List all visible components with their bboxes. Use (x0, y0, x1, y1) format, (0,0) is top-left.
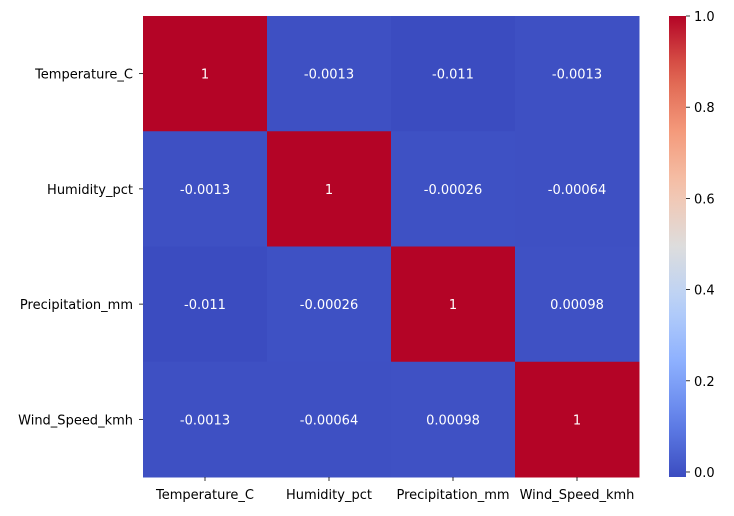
x-tick-label: Wind_Speed_kmh (520, 488, 635, 503)
cell-annotation: -0.011 (432, 68, 474, 83)
heatmap-cell (391, 16, 516, 132)
cell-annotations: 1 -0.0013 -0.011 -0.0013 -0.0013 1 -0.00026 -0.… (180, 68, 606, 429)
cell-annotation: -0.011 (184, 298, 226, 313)
x-tick-labels: Temperature_C Humidity_pct Precipitation_m… (155, 477, 634, 503)
heatmap-cell (267, 16, 392, 132)
cell-annotation: -0.0013 (304, 68, 354, 83)
heatmap-cell (267, 131, 392, 247)
heatmap-cell (515, 16, 640, 132)
heatmap-cell (391, 246, 516, 363)
colorbar-tick-label: 1.0 (694, 10, 715, 25)
cell-annotation: -0.0013 (552, 68, 602, 83)
cell-annotation: 1 (449, 298, 457, 313)
cell-annotation: 0.00098 (426, 413, 480, 428)
x-tick-label: Precipitation_mm (396, 488, 509, 503)
colorbar-tick-label: 0.0 (694, 466, 715, 481)
y-tick-labels: Temperature_C Humidity_pct Precipitation_m… (18, 68, 143, 428)
heatmap-cell (515, 246, 640, 363)
heatmap-cell (143, 246, 268, 363)
y-tick-label: Humidity_pct (47, 183, 133, 198)
cell-annotation: -0.0013 (180, 183, 230, 198)
cell-annotation: -0.00064 (300, 413, 358, 428)
heatmap-cell (391, 131, 516, 247)
y-tick-label: Temperature_C (34, 68, 133, 83)
x-tick-label: Humidity_pct (286, 488, 372, 503)
heatmap-cell (267, 246, 392, 363)
heatmap-cell (143, 131, 268, 247)
cell-annotation: 1 (573, 413, 581, 428)
cell-annotation: -0.00026 (300, 298, 358, 313)
x-tick-label: Temperature_C (155, 488, 254, 503)
y-tick-label: Wind_Speed_kmh (18, 413, 133, 428)
cell-annotation: 1 (201, 68, 209, 83)
heatmap-cell (515, 361, 640, 478)
colorbar-gradient (669, 16, 686, 477)
colorbar-tick-label: 0.8 (694, 101, 715, 116)
colorbar-tick-label: 0.2 (694, 375, 715, 390)
heatmap-cell (267, 361, 392, 478)
y-tick-label: Precipitation_mm (20, 298, 133, 313)
heatmap-cell (143, 361, 268, 478)
cell-annotation: 0.00098 (550, 298, 604, 313)
colorbar-tick-label: 0.4 (694, 284, 715, 299)
cell-annotation: -0.0013 (180, 413, 230, 428)
cell-annotation: -0.00026 (424, 183, 482, 198)
heatmap-cells (143, 16, 640, 478)
cell-annotation: 1 (325, 183, 333, 198)
heatmap-cell (143, 16, 268, 132)
colorbar: 0.0 0.2 0.4 0.6 0.8 1.0 (669, 10, 715, 481)
heatmap-cell (515, 131, 640, 247)
cell-annotation: -0.00064 (548, 183, 606, 198)
heatmap-cell (391, 361, 516, 478)
colorbar-tick-label: 0.6 (694, 192, 715, 207)
